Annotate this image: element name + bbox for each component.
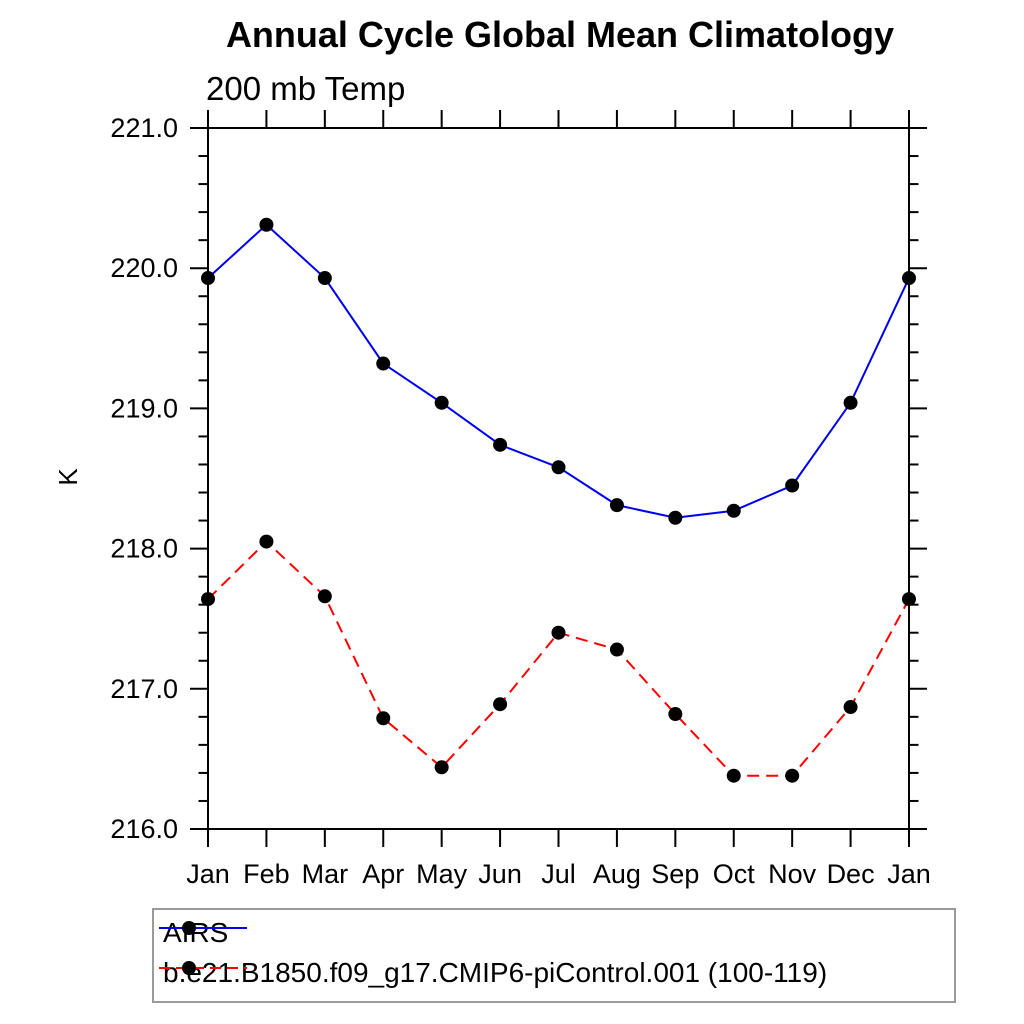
data-point-s1	[609, 642, 624, 657]
x-tick-label: Jul	[541, 859, 576, 889]
data-point-s1	[376, 711, 391, 726]
data-point-s1	[259, 534, 274, 549]
data-point-s0	[376, 356, 391, 371]
data-point-s0	[609, 498, 624, 513]
data-point-s0	[843, 395, 858, 410]
data-point-s0	[902, 271, 916, 286]
chart-title: Annual Cycle Global Mean Climatology	[225, 14, 895, 55]
legend-item-model: b.e21.B1850.f09_g17.CMIP6-piControl.001 …	[159, 957, 828, 988]
x-tick-label: Aug	[593, 859, 641, 889]
data-point-s0	[551, 460, 566, 475]
x-tick-label: Feb	[243, 859, 290, 889]
data-point-s0	[259, 217, 274, 232]
data-point-s0	[201, 271, 215, 286]
x-tick-label: Oct	[713, 859, 756, 889]
data-point-s1	[317, 589, 332, 604]
series-line-1	[207, 540, 910, 777]
x-tick-label: Dec	[827, 859, 875, 889]
data-point-s1	[493, 697, 508, 712]
legend-label-model: b.e21.B1850.f09_g17.CMIP6-piControl.001 …	[163, 957, 828, 988]
x-tick-label: Jan	[887, 859, 931, 889]
data-point-s1	[668, 707, 683, 722]
chart-subtitle: 200 mb Temp	[206, 70, 406, 107]
data-point-s1	[726, 768, 741, 783]
y-tick-label: 221.0	[110, 113, 178, 143]
data-point-s0	[493, 437, 508, 452]
x-tick-label: Jun	[478, 859, 522, 889]
y-tick-label: 218.0	[110, 534, 178, 564]
y-tick-label: 216.0	[110, 814, 178, 844]
x-tick-label: Mar	[302, 859, 349, 889]
data-point-s0	[434, 395, 449, 410]
model-line-sample-icon	[159, 961, 247, 975]
x-tick-label: Jan	[186, 859, 230, 889]
data-point-s1	[434, 760, 449, 775]
data-point-s1	[843, 700, 858, 715]
data-point-s1	[785, 768, 800, 783]
y-tick-label: 217.0	[110, 674, 178, 704]
data-point-s0	[726, 503, 741, 518]
x-tick-label: Sep	[651, 859, 699, 889]
legend-item-airs: AIRS	[159, 917, 247, 948]
data-point-s1	[201, 592, 215, 607]
data-point-s0	[668, 510, 683, 525]
legend-label-airs: AIRS	[163, 917, 229, 948]
y-tick-label: 219.0	[110, 393, 178, 423]
data-point-s1	[551, 625, 566, 640]
data-point-s0	[785, 478, 800, 493]
x-tick-label: Nov	[768, 859, 817, 889]
y-tick-label: 220.0	[110, 253, 178, 283]
x-tick-label: Apr	[362, 859, 404, 889]
x-tick-label: May	[416, 859, 468, 889]
airs-line-sample-icon	[159, 921, 247, 935]
data-point-s1	[902, 592, 916, 607]
legend: AIRS b.e21.B1850.f09_g17.CMIP6-piControl…	[152, 908, 956, 1003]
data-point-s0	[317, 271, 332, 286]
